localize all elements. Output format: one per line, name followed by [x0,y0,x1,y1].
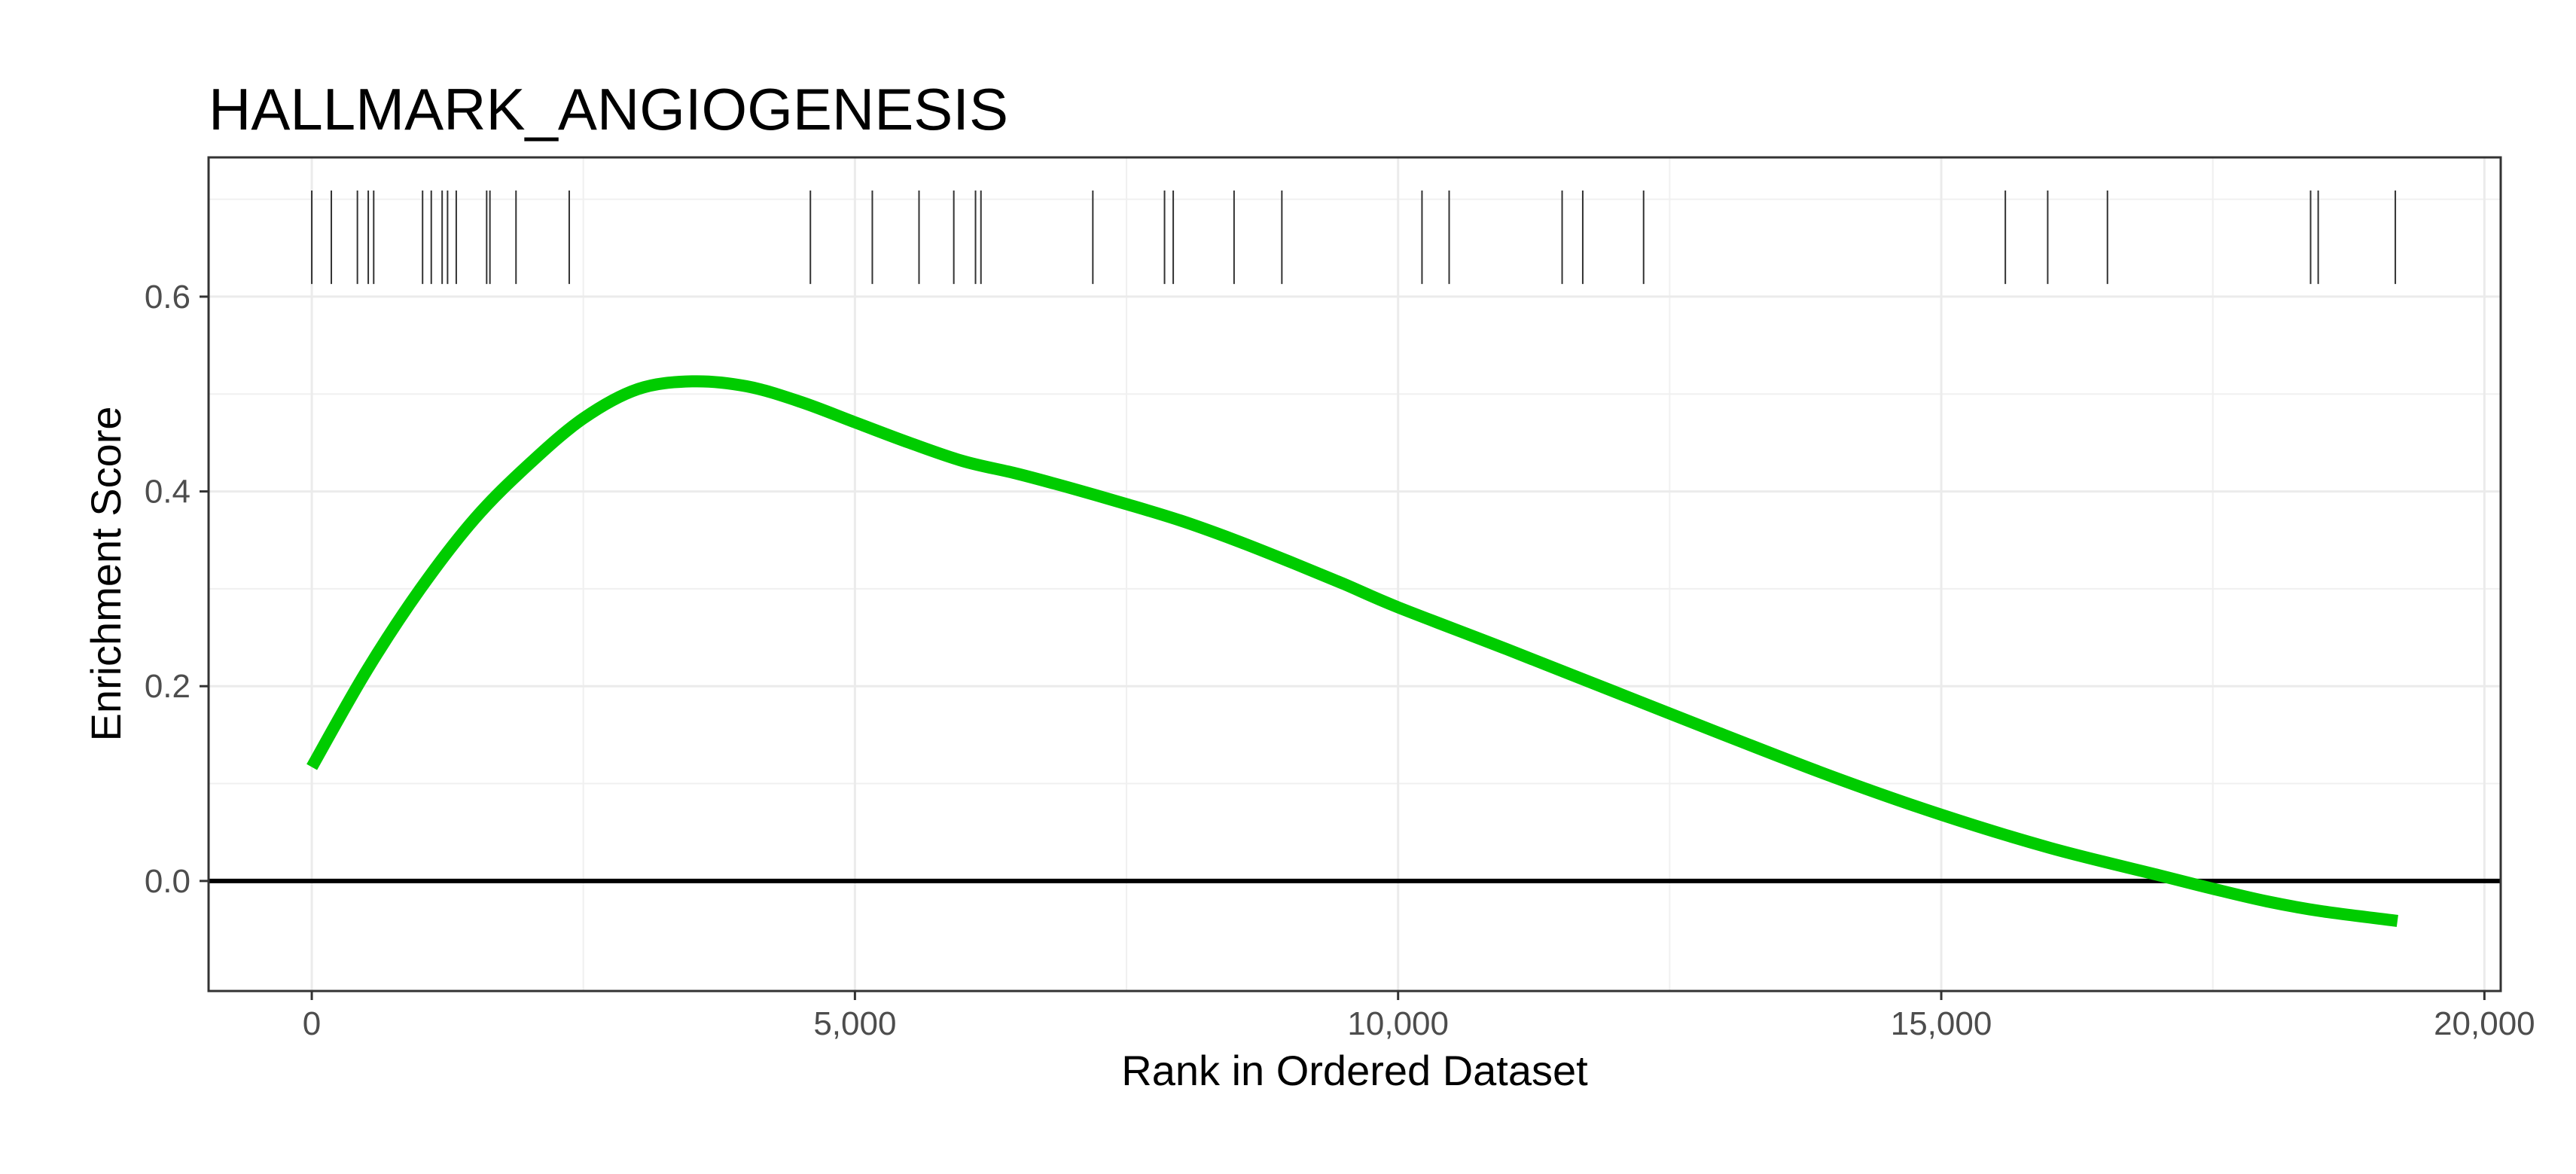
enrichment-series [306,375,2398,927]
y-axis-title: Enrichment Score [82,406,130,741]
y-tick-label-0: 0.0 [145,863,191,900]
y-tick-label-3: 0.6 [145,279,191,316]
y-tick-label-2: 0.4 [145,474,191,511]
axis-ticks: 0 5,000 10,000 15,000 20,000 0.0 0.2 0.4 0.6 [145,279,2535,1042]
series-line-0 [306,375,2398,927]
y-tick-label-1: 0.2 [145,668,191,705]
panel-border [207,156,2502,993]
x-axis-title: Rank in Ordered Dataset [1121,1047,1588,1094]
x-tick-label-4: 20,000 [2434,1005,2535,1042]
gene-hit-marks [311,190,2397,285]
x-tick-label-0: 0 [303,1005,321,1042]
x-tick-label-3: 15,000 [1891,1005,1992,1042]
x-tick-label-2: 10,000 [1347,1005,1449,1042]
x-tick-label-1: 5,000 [813,1005,896,1042]
chart-title: HALLMARK_ANGIOGENESIS [209,76,1008,142]
